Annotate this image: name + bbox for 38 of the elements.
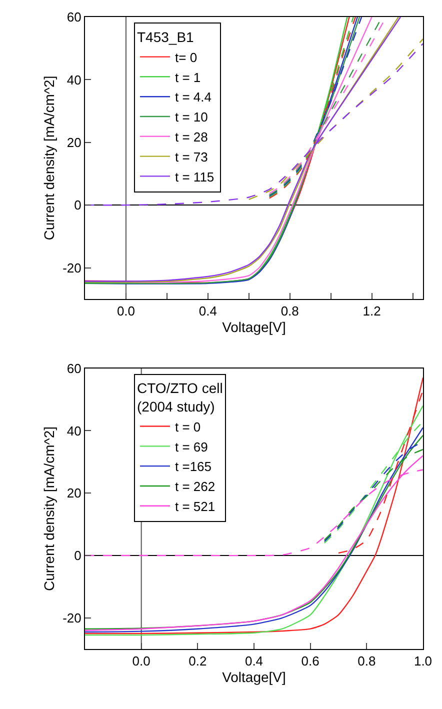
y-tick-label: -20 [62, 610, 82, 626]
legend-label: t = 4.4 [175, 90, 212, 105]
y-tick-label: 40 [66, 423, 82, 438]
y-tick-label: 60 [66, 360, 82, 376]
x-tick-label: 0.4 [198, 304, 217, 319]
x-tick-label: 0.0 [132, 654, 150, 669]
legend-label: t = 0 [175, 419, 201, 434]
y-tick-label: 0 [74, 548, 82, 564]
legend-label: t= 0 [175, 50, 198, 65]
legend-label: t = 10 [175, 110, 208, 125]
x-tick-label: 0.8 [358, 654, 376, 669]
y-tick-label: 0 [74, 198, 82, 213]
x-axis-title: Voltage[V] [222, 318, 286, 335]
legend-label: t = 262 [175, 479, 216, 494]
legend-title: CTO/ZTO cell (2004 study) [137, 380, 223, 414]
x-tick-label: 0.8 [280, 304, 299, 319]
y-tick-label: 40 [66, 72, 82, 88]
x-tick-label: 1.0 [414, 654, 432, 669]
legend-label: t = 521 [175, 498, 216, 514]
legend-label: t = 28 [175, 129, 208, 144]
legend-label: t = 1 [175, 70, 201, 85]
x-tick-label: 0.0 [116, 304, 136, 319]
x-tick-label: 1.2 [362, 304, 381, 319]
y-tick-label: 60 [66, 10, 82, 25]
y-tick-label: -20 [62, 260, 82, 276]
x-axis-title: Voltage[V] [222, 669, 286, 686]
y-tick-label: 20 [66, 134, 82, 150]
x-tick-label: 0.6 [301, 654, 320, 669]
legend-label: t =165 [175, 459, 212, 474]
legend-title: T453_B1 [137, 28, 194, 45]
y-axis-title: Current density [mA/cm^2] [41, 426, 58, 591]
legend-label: t = 73 [175, 149, 208, 164]
legend-label: t = 69 [175, 439, 208, 454]
x-tick-label: 0.2 [188, 654, 207, 669]
legend-label: t = 115 [175, 169, 214, 184]
y-axis-title: Current density [mA/cm^2] [41, 76, 58, 240]
y-tick-label: 20 [66, 486, 82, 501]
x-tick-label: 0.4 [244, 654, 264, 669]
